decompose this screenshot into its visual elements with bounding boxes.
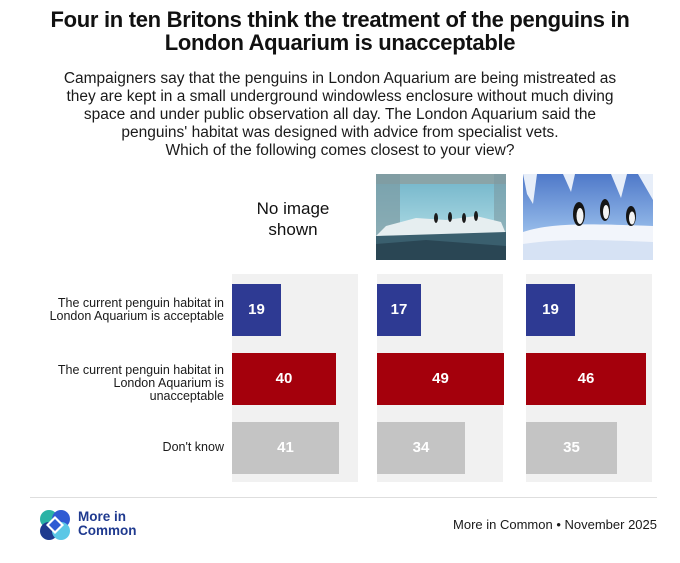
category-label-dont-know-line-1: Don't know <box>162 440 224 454</box>
category-label-unacceptable: The current penguin habitat in London Aq… <box>22 364 224 403</box>
subtitle-line-2: they are kept in a small underground win… <box>66 88 614 105</box>
bar-value-label-panel3-cat3: 35 <box>563 439 580 456</box>
bar-panel3-cat3 <box>526 422 617 474</box>
subtitle-line-5: Which of the following comes closest to … <box>165 142 515 159</box>
bar-panel1-cat2 <box>232 353 336 405</box>
title-line-1: Four in ten Britons think the treatment … <box>50 7 630 32</box>
bar-value-label-panel1-cat3: 41 <box>277 439 294 456</box>
bar-panel1-cat3 <box>232 422 339 474</box>
category-label-acceptable-line-1: The current penguin habitat in <box>57 296 224 310</box>
bar-panel2-cat3 <box>377 422 465 474</box>
subtitle-line-1: Campaigners say that the penguins in Lon… <box>63 70 617 87</box>
bar-value-label-panel2-cat3: 34 <box>412 439 430 456</box>
bar-panel2-cat1 <box>377 284 421 336</box>
category-label-unacceptable-line-1: The current penguin habitat in <box>57 363 224 377</box>
penguin-enclosure-photo-close <box>523 174 653 260</box>
bar-panel2-cat2 <box>377 353 504 405</box>
footer-divider <box>30 497 657 498</box>
bar-value-label-panel2-cat2: 49 <box>432 370 449 387</box>
logo-wordmark: More in Common <box>78 510 137 538</box>
more-in-common-logo-icon <box>40 510 70 540</box>
bar-value-label-panel1-cat2: 40 <box>275 370 293 387</box>
logo-wordmark-line-1: More in <box>78 509 127 524</box>
no-image-line-1: No image <box>256 199 330 218</box>
no-image-line-2: shown <box>268 220 318 239</box>
bar-panel3-cat1 <box>526 284 575 336</box>
logo-wordmark-line-2: Common <box>78 523 137 538</box>
bar-value-label-panel3-cat2: 46 <box>577 370 595 387</box>
bar-value-label-panel1-cat1: 19 <box>248 301 265 318</box>
source-credit: More in Common • November 2025 <box>453 517 657 532</box>
subtitle-line-3: space and under public observation all d… <box>83 106 597 123</box>
bar-panel1-cat1 <box>232 284 281 336</box>
category-label-acceptable-line-2: London Aquarium is acceptable <box>49 309 224 323</box>
question-text: Campaigners say that the penguins in Lon… <box>30 70 650 160</box>
bar-value-label-panel2-cat1: 17 <box>390 301 408 318</box>
category-label-acceptable: The current penguin habitat in London Aq… <box>22 297 224 323</box>
category-label-dont-know: Don't know <box>22 441 224 454</box>
penguin-enclosure-photo-wide <box>376 174 506 260</box>
subtitle-line-4: penguins' habitat was designed with advi… <box>121 124 559 141</box>
no-image-label: No image shown <box>238 198 348 240</box>
bar-value-label-panel3-cat1: 19 <box>542 301 559 318</box>
title-line-2: London Aquarium is unacceptable <box>164 30 516 55</box>
chart-title: Four in ten Britons think the treatment … <box>0 8 680 54</box>
bar-panel3-cat2 <box>526 353 646 405</box>
category-label-unacceptable-line-2: London Aquarium is <box>113 376 225 390</box>
category-label-unacceptable-line-3: unacceptable <box>149 389 224 403</box>
